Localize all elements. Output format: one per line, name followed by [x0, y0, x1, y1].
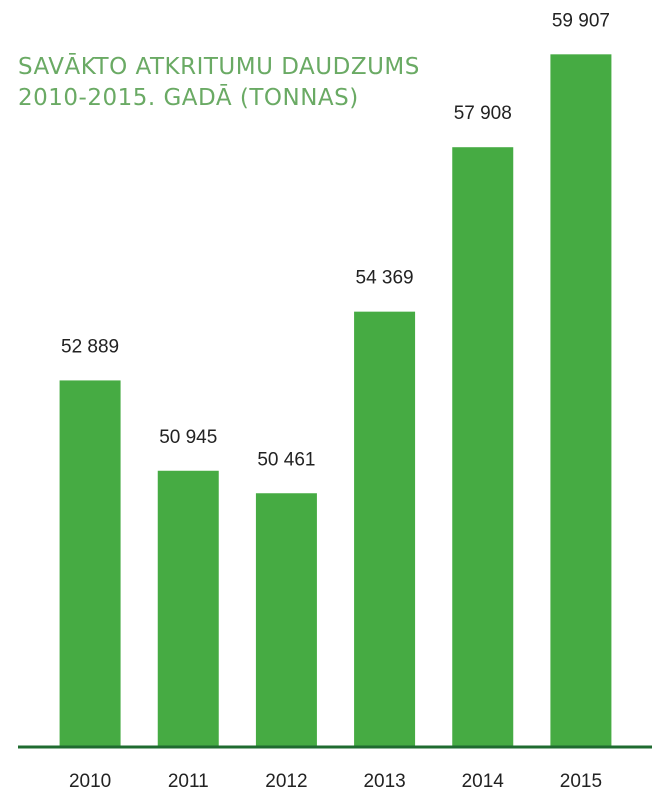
value-label: 57 908 [454, 103, 512, 124]
x-tick-label: 2012 [265, 771, 307, 792]
x-tick-label: 2014 [462, 771, 505, 792]
bar [59, 380, 121, 747]
value-label: 50 945 [159, 427, 217, 448]
x-tick-label: 2015 [560, 771, 602, 792]
bar [157, 470, 219, 747]
value-label: 50 461 [257, 449, 315, 470]
x-tick-label: 2011 [168, 771, 209, 792]
value-label: 54 369 [356, 268, 414, 289]
x-tick-label: 2010 [69, 771, 111, 792]
value-label: 59 907 [552, 10, 610, 31]
bar [354, 311, 416, 747]
x-tick-label: 2013 [363, 771, 405, 792]
bar [452, 147, 514, 748]
bar [255, 493, 317, 747]
bar [550, 54, 612, 747]
chart-title: SAVĀKTO ATKRITUMU DAUDZUMS 2010-2015. GA… [18, 54, 420, 111]
value-label: 52 889 [61, 336, 119, 357]
